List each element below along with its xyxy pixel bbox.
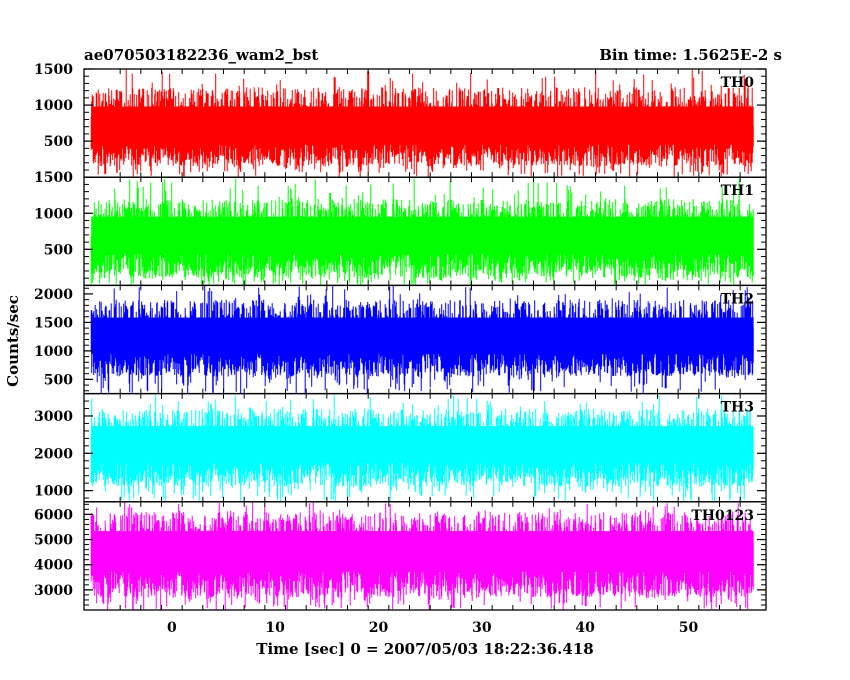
panel-th2: 500 1000 1500 2000 TH2 [34,284,767,395]
y-axis-title: Counts/sec [4,295,22,387]
series-th1 [90,178,754,286]
y-tick-label: 1000 [34,206,73,222]
panel-th0: 500 1000 1500 TH0 [34,62,767,178]
y-tick-label: 3000 [34,409,73,425]
y-tick-label: 5000 [34,533,73,549]
x-tick-label: 50 [679,620,699,636]
panel-label: TH0 [721,75,755,91]
chart-title: ae070503182236_wam2_bst [84,46,318,64]
panel-frame [83,501,767,611]
x-tick-label: 40 [575,620,595,636]
panel-label: TH1 [721,183,754,199]
x-tick-label: 30 [472,620,492,636]
panel-th1: 500 1000 1500 TH1 [34,170,767,287]
y-tick-label: 1500 [34,62,73,78]
series-th0123 [90,502,754,610]
y-tick-label: 1000 [34,98,73,114]
x-axis: 0 10 20 30 40 50 [167,620,699,636]
x-tick-label: 20 [369,620,389,636]
y-tick-label: 500 [44,134,73,150]
x-tick-label: 0 [167,620,177,636]
y-tick-label: 6000 [34,507,73,523]
y-tick-label: 2000 [34,287,73,303]
y-tick-label: 500 [44,372,73,388]
y-tick-label: 500 [44,242,73,258]
panel-label: TH0123 [691,508,754,524]
y-tick-label: 4000 [34,558,73,574]
series-th2 [90,285,754,394]
series-th3 [90,394,754,502]
x-tick-label: 10 [265,620,285,636]
bin-time-label: Bin time: 1.5625E-2 s [599,46,782,64]
y-tick-label: 1000 [34,344,73,360]
y-tick-label: 2000 [34,446,73,462]
x-axis-title: Time [sec] 0 = 2007/05/03 18:22:36.418 [256,640,593,658]
panels-group: 500 1000 1500 TH0 500 1000 1500 TH1 500 1000 1500 2… [34,62,767,611]
panel-th3: 1000 2000 3000 TH3 [34,392,767,503]
panel-th0123: 3000 4000 5000 6000 TH0123 [34,501,767,611]
y-tick-label: 3000 [34,583,73,599]
panel-label: TH3 [721,400,754,416]
y-tick-label: 1500 [34,170,73,186]
y-tick-label: 1500 [34,315,73,331]
y-tick-label: 1000 [34,484,73,500]
panel-label: TH2 [721,291,754,307]
series-th0 [90,69,754,178]
